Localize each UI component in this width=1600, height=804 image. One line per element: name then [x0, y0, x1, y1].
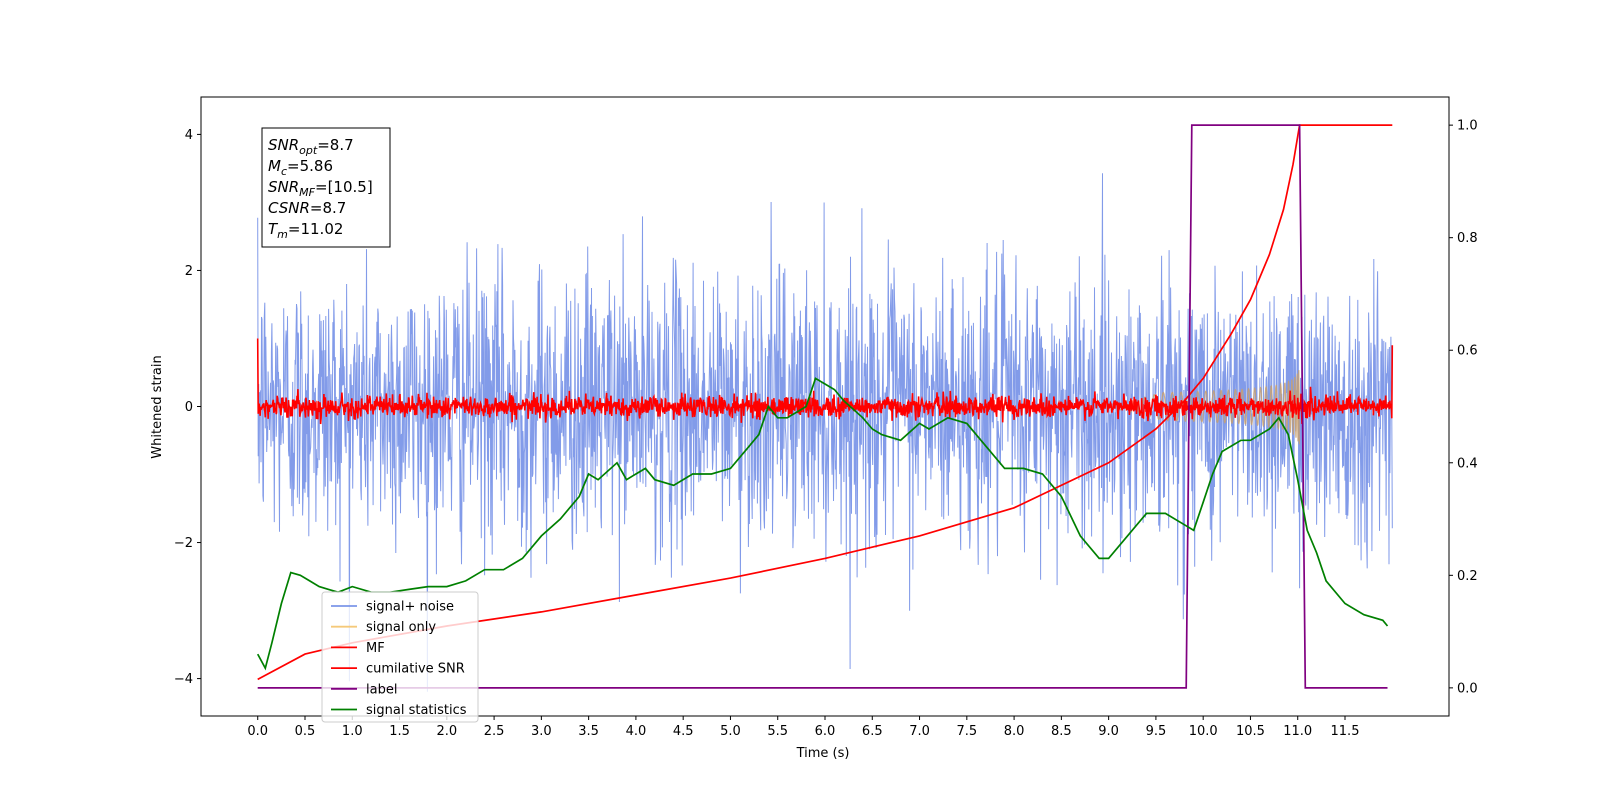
legend-frame	[321, 591, 479, 723]
y-tick-label: 4	[185, 128, 193, 143]
y2-tick-label: 0.6	[1457, 344, 1478, 359]
x-tick-label: 6.0	[815, 724, 836, 739]
y2-tick-label: 0.2	[1457, 569, 1478, 584]
y-axis-label: Whitened strain	[150, 355, 165, 458]
y-tick-label: −2	[174, 536, 193, 551]
legend-label-3: cumilative SNR	[366, 662, 465, 677]
annotation-subscript: m	[277, 228, 288, 241]
legend-label-1: signal only	[366, 620, 436, 635]
annotation-symbol: SNR	[268, 136, 299, 154]
x-axis: 0.0 0.5 1.0 1.5 2.0 2.5 3.0 3.5 4.0 4.5 5.0 5.5 6.0 6…	[247, 716, 1359, 739]
annotation-symbol: M	[268, 157, 281, 175]
annotation-value: =11.02	[288, 220, 344, 238]
series-line-4	[257, 124, 1388, 689]
y-tick-label: 0	[185, 400, 193, 415]
annotation-value: =8.7	[317, 136, 353, 154]
x-tick-label: 7.5	[956, 724, 977, 739]
x-tick-label: 8.5	[1051, 724, 1072, 739]
annotation-frame	[261, 127, 391, 248]
x-tick-label: 3.0	[531, 724, 552, 739]
series-layer	[256, 124, 1394, 692]
x-tick-label: 6.5	[862, 724, 883, 739]
x-tick-label: 9.5	[1146, 724, 1167, 739]
annotation-symbol: SNR	[268, 178, 299, 196]
annotation-line: SNRopt=8.7	[268, 136, 354, 157]
annotation-subscript: opt	[299, 144, 318, 157]
x-tick-label: 11.0	[1283, 724, 1312, 739]
x-tick-label: 10.5	[1236, 724, 1265, 739]
y2-tick-label: 0.0	[1457, 681, 1478, 696]
annotation-subscript: c	[281, 165, 287, 178]
x-tick-label: 5.0	[720, 724, 741, 739]
annotation-value: =[10.5]	[315, 178, 373, 196]
x-tick-label: 0.0	[247, 724, 268, 739]
x-tick-label: 7.0	[909, 724, 930, 739]
annotation-symbol: CSNR	[268, 199, 310, 217]
x-tick-label: 5.5	[767, 724, 788, 739]
legend-label-0: signal+ noise	[366, 600, 454, 615]
x-tick-label: 9.0	[1098, 724, 1119, 739]
x-tick-label: 11.5	[1331, 724, 1360, 739]
x-tick-label: 10.0	[1189, 724, 1218, 739]
annotation-value: =8.7	[310, 199, 346, 217]
series-line-0	[257, 173, 1393, 692]
x-axis-label: Time (s)	[796, 746, 850, 761]
x-tick-label: 3.5	[578, 724, 599, 739]
annotation-value: =5.86	[287, 157, 333, 175]
annotation-subscript: MF	[299, 186, 315, 199]
series-line-2	[256, 338, 1394, 425]
annotation-line: Tm=11.02	[268, 220, 343, 241]
x-tick-label: 1.0	[342, 724, 363, 739]
y-tick-label: 2	[185, 264, 193, 279]
legend-label-4: label	[366, 682, 397, 697]
annotation-line: Mc=5.86	[268, 157, 333, 178]
series-line-5	[256, 377, 1389, 671]
annotation-line: SNRMF=[10.5]	[268, 178, 373, 199]
x-tick-label: 0.5	[295, 724, 316, 739]
y2-tick-label: 0.4	[1457, 456, 1478, 471]
annotation-symbol: T	[268, 220, 279, 238]
x-tick-label: 4.0	[626, 724, 647, 739]
y-tick-label: −4	[174, 672, 193, 687]
series-line-3	[257, 124, 1393, 681]
x-tick-label: 2.5	[484, 724, 505, 739]
legend: signal+ noise signal only MF cumilative SNR…	[321, 591, 479, 723]
y-axis: −4 −2 0 2 4	[174, 128, 201, 687]
x-tick-label: 1.5	[389, 724, 410, 739]
y2-axis: 0.0 0.2 0.4 0.6 0.8 1.0	[1449, 119, 1478, 696]
x-tick-label: 4.5	[673, 724, 694, 739]
legend-label-5: signal statistics	[366, 703, 467, 718]
annotation-line: CSNR=8.7	[268, 199, 346, 217]
x-tick-label: 2.0	[436, 724, 457, 739]
annotation-box: SNRopt=8.7Mc=5.86SNRMF=[10.5]CSNR=8.7Tm=…	[261, 127, 391, 248]
y2-tick-label: 0.8	[1457, 231, 1478, 246]
legend-label-2: MF	[366, 641, 385, 656]
x-tick-label: 8.0	[1004, 724, 1025, 739]
y2-tick-label: 1.0	[1457, 119, 1478, 134]
